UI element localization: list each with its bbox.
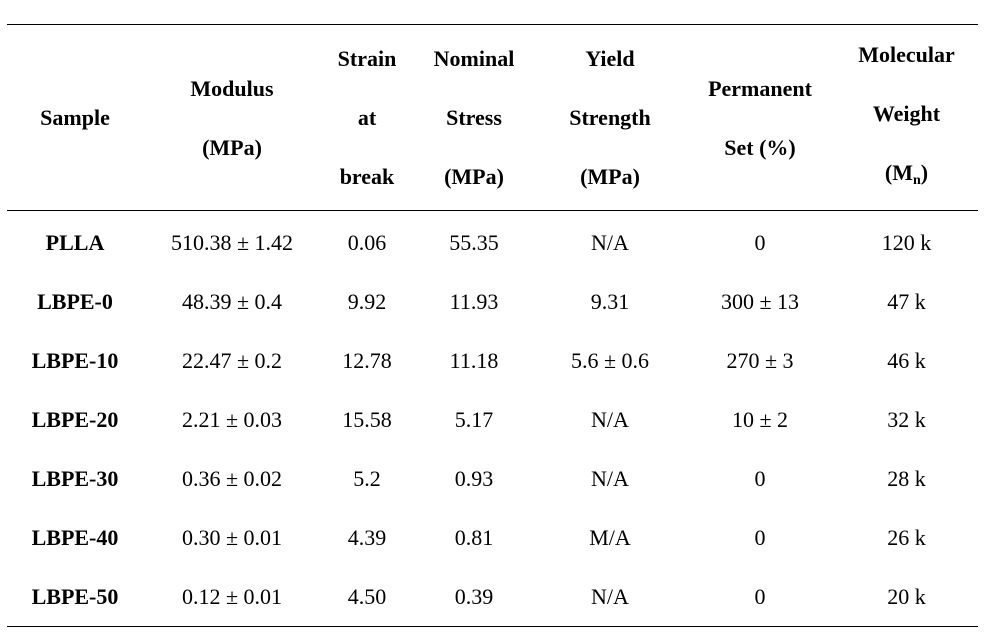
cell-sample: LBPE-10 [31,347,119,373]
header-line: Set (%) [724,134,796,160]
table-header: Sample Modulus (MPa) Strain at break Nom… [7,24,978,211]
table-body: PLLA 510.38 ± 1.42 0.06 55.35 N/A 0 120 … [7,211,978,627]
cell-modulus: 2.21 ± 0.03 [181,406,283,432]
header-nominal-stress: Nominal Stress (MPa) [413,25,535,211]
header-line: Modulus [190,75,274,101]
table-row: LBPE-50 0.12 ± 0.01 4.50 0.39 N/A 0 20 k [7,567,978,627]
mn-subscript: n [912,173,921,188]
cell-strain: 0.06 [347,229,387,255]
cell-set: 0 [754,465,766,491]
cell-set: 0 [754,229,766,255]
table-row: LBPE-0 48.39 ± 0.4 9.92 11.93 9.31 300 ±… [7,272,978,331]
cell-stress: 0.81 [454,524,494,550]
header-line: (MPa) [444,164,504,189]
cell-mw: 20 k [887,583,926,609]
cell-mw: 46 k [887,347,926,373]
table-row: LBPE-30 0.36 ± 0.02 5.2 0.93 N/A 0 28 k [7,449,978,508]
table-row: LBPE-40 0.30 ± 0.01 4.39 0.81 M/A 0 26 k [7,508,978,567]
header-yield-strength: Yield Strength (MPa) [535,25,685,211]
properties-table: Sample Modulus (MPa) Strain at break Nom… [7,24,978,627]
cell-sample: PLLA [45,229,105,255]
cell-sample: LBPE-50 [31,583,119,609]
header-line: Weight [872,101,941,126]
cell-set: 10 ± 2 [731,406,789,432]
cell-yield: N/A [591,583,629,609]
cell-stress: 0.93 [454,465,494,491]
cell-sample: LBPE-0 [37,288,113,314]
cell-sample: LBPE-40 [31,524,119,550]
cell-modulus: 0.36 ± 0.02 [181,465,283,491]
header-sample: Sample [7,25,143,211]
cell-modulus: 48.39 ± 0.4 [181,288,283,314]
cell-set: 300 ± 13 [720,288,800,314]
cell-yield: M/A [589,524,631,550]
cell-stress: 55.35 [449,229,499,255]
header-strain-at-break: Strain at break [321,25,413,211]
cell-stress: 11.18 [449,347,499,373]
mn-suffix: ) [920,160,929,185]
header-line: Stress [446,105,502,130]
cell-yield: N/A [591,465,629,491]
cell-mw: 28 k [887,465,926,491]
header-permanent-set: Permanent Set (%) [685,25,835,211]
cell-modulus: 0.12 ± 0.01 [181,583,283,609]
cell-strain: 5.2 [353,465,381,491]
header-molecular-weight: Molecular Weight (Mn) [835,25,978,211]
cell-strain: 15.58 [342,406,392,432]
header-mn-symbol: (Mn) [884,160,929,188]
mn-prefix: (M [884,160,913,185]
cell-stress: 0.39 [454,583,494,609]
cell-sample: LBPE-20 [31,406,119,432]
cell-mw: 26 k [887,524,926,550]
cell-sample: LBPE-30 [31,465,119,491]
header-line: Yield [585,46,635,71]
table-row: LBPE-10 22.47 ± 0.2 12.78 11.18 5.6 ± 0.… [7,331,978,390]
header-line: Permanent [708,75,812,101]
header-line: (MPa) [202,134,262,160]
cell-mw: 32 k [887,406,926,432]
cell-strain: 4.50 [347,583,387,609]
cell-yield: N/A [591,229,629,255]
cell-strain: 9.92 [347,288,387,314]
header-row: Sample Modulus (MPa) Strain at break Nom… [7,24,978,211]
header-line: Strain [337,46,397,71]
table-row: PLLA 510.38 ± 1.42 0.06 55.35 N/A 0 120 … [7,211,978,273]
cell-stress: 11.93 [449,288,499,314]
cell-yield: 9.31 [590,288,630,314]
cell-stress: 5.17 [454,406,494,432]
header-modulus: Modulus (MPa) [143,25,321,211]
cell-set: 270 ± 3 [726,347,794,373]
cell-modulus: 22.47 ± 0.2 [181,347,283,373]
cell-strain: 4.39 [347,524,387,550]
table-row: LBPE-20 2.21 ± 0.03 15.58 5.17 N/A 10 ± … [7,390,978,449]
header-line: Molecular [858,42,955,67]
cell-modulus: 0.30 ± 0.01 [181,524,283,550]
header-line: Nominal [433,46,515,71]
cell-mw: 47 k [887,288,926,314]
cell-yield: N/A [591,406,629,432]
cell-set: 0 [754,583,766,609]
properties-table-container: Sample Modulus (MPa) Strain at break Nom… [7,24,978,627]
cell-strain: 12.78 [342,347,392,373]
cell-set: 0 [754,524,766,550]
cell-mw: 120 k [881,229,932,255]
header-line: (MPa) [580,164,640,189]
cell-yield: 5.6 ± 0.6 [570,347,650,373]
cell-modulus: 510.38 ± 1.42 [170,229,294,255]
header-line: at [357,105,377,130]
header-line: break [339,164,395,189]
header-line: Sample [40,105,110,130]
header-line: Strength [569,105,651,130]
